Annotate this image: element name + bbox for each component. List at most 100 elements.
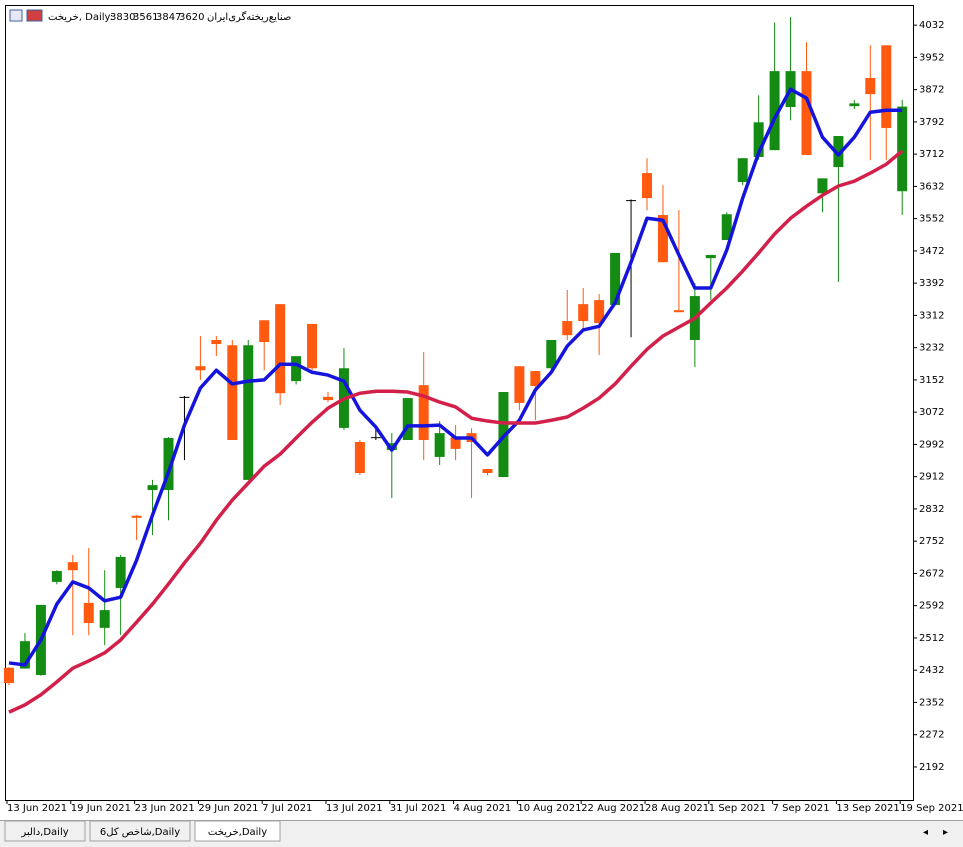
x-tick-label: 19 Jun 2021 [71,803,131,814]
y-tick-label: 3472 [919,246,944,257]
y-tick-label: 3792 [919,117,944,128]
header-value: 3847 [156,12,181,23]
y-tick-label: 2992 [919,439,944,450]
candle-body [610,252,621,305]
moving-average [8,87,903,667]
x-tick-label: 13 Sep 2021 [836,803,899,814]
candle-body [147,485,158,490]
candle-body [179,396,190,398]
candle-body [881,45,892,128]
candle-body [259,320,270,343]
candle-body [817,178,828,194]
candle-body [370,437,381,439]
candle-body [482,469,493,474]
tab[interactable] [4,820,86,842]
x-tick-label: 4 Aug 2021 [454,803,512,814]
candle-body [673,310,684,313]
y-tick-label: 3152 [919,375,944,386]
candle-body [546,340,557,369]
candle-body [402,398,413,440]
y-tick-label: 4032 [919,20,944,31]
candle-body [434,433,445,457]
candle-body [99,610,110,628]
header-value: 3620 [179,12,204,23]
candle-body [418,385,429,440]
candle-body [737,158,748,182]
y-tick-label: 2672 [919,568,944,579]
tab[interactable] [89,820,191,842]
candle-body [323,396,333,401]
candle-body [51,571,62,582]
y-tick-label: 3712 [919,149,944,160]
header-value: 3830 [110,12,135,23]
candle-body [4,667,14,684]
x-tick-label: 13 Jun 2021 [7,803,67,814]
y-tick-label: 3552 [919,214,944,225]
candle-body [450,437,461,449]
description: صنایع‌ریخته‌گری‌ایران [207,11,291,23]
x-tick-label: 31 Jul 2021 [390,803,447,814]
y-tick-label: 2912 [919,472,944,483]
y-tick-label: 2192 [919,762,944,773]
x-tick-label: 7 Sep 2021 [773,803,830,814]
candle-body [195,366,206,371]
candle-body [275,304,286,394]
candle-body [769,71,780,151]
candle-body [721,214,732,241]
candle-body [291,356,302,382]
tab-label[interactable]: شاخص کل6,Daily [100,827,180,838]
y-tick-label: 3952 [919,52,944,63]
y-tick-label: 2512 [919,633,944,644]
candle-body [897,106,908,192]
tab-label[interactable]: دالبر,Daily [20,827,68,838]
tab[interactable] [194,820,281,842]
y-tick-label: 2752 [919,536,944,547]
x-tick-label: 29 Jun 2021 [198,803,258,814]
y-tick-label: 3312 [919,310,944,321]
candle-body [227,345,238,440]
chart-title: خریخت, Daily: [48,12,113,23]
candle-body [307,323,318,369]
y-tick-label: 3632 [919,181,944,192]
candle-body [865,77,876,95]
scroll-right[interactable]: ▸ [943,827,948,838]
x-tick-label: 13 Jul 2021 [326,803,383,814]
candle-body [578,304,589,322]
x-tick-label: 23 Jun 2021 [135,803,195,814]
candle-body [354,442,365,474]
x-tick-label: 22 Aug 2021 [581,803,645,814]
candle-body [67,562,78,571]
candle-body [562,321,573,336]
y-tick-label: 2592 [919,601,944,612]
candle-body [211,340,222,345]
icon [9,9,23,22]
x-tick-label: 1 Sep 2021 [709,803,766,814]
candle-body [849,103,860,107]
candle-body [705,254,716,259]
candle-body [19,641,30,669]
y-tick-label: 2432 [919,665,944,676]
candle-body [243,345,254,480]
x-tick-label: 7 Jul 2021 [262,803,312,814]
y-tick-label: 3392 [919,278,944,289]
candle-body [530,371,541,386]
tab-label[interactable]: خریخت,Daily [208,827,267,838]
y-tick-label: 2272 [919,730,944,741]
x-tick-label: 19 Sep 2021 [900,803,963,814]
candle-body [833,136,844,168]
y-tick-label: 3072 [919,407,944,418]
icon [26,9,43,22]
x-tick-label: 28 Aug 2021 [645,803,709,814]
candle-body [657,215,668,263]
candle-body [115,556,126,588]
candle-body [83,602,94,624]
candle-body [163,437,174,490]
y-tick-label: 2832 [919,504,944,515]
scroll-left[interactable]: ◂ [923,827,928,838]
candle-body [753,122,764,157]
plot-frame [5,5,914,801]
y-tick-label: 3232 [919,343,944,354]
candle-body [642,173,652,199]
candle-body [626,200,637,202]
